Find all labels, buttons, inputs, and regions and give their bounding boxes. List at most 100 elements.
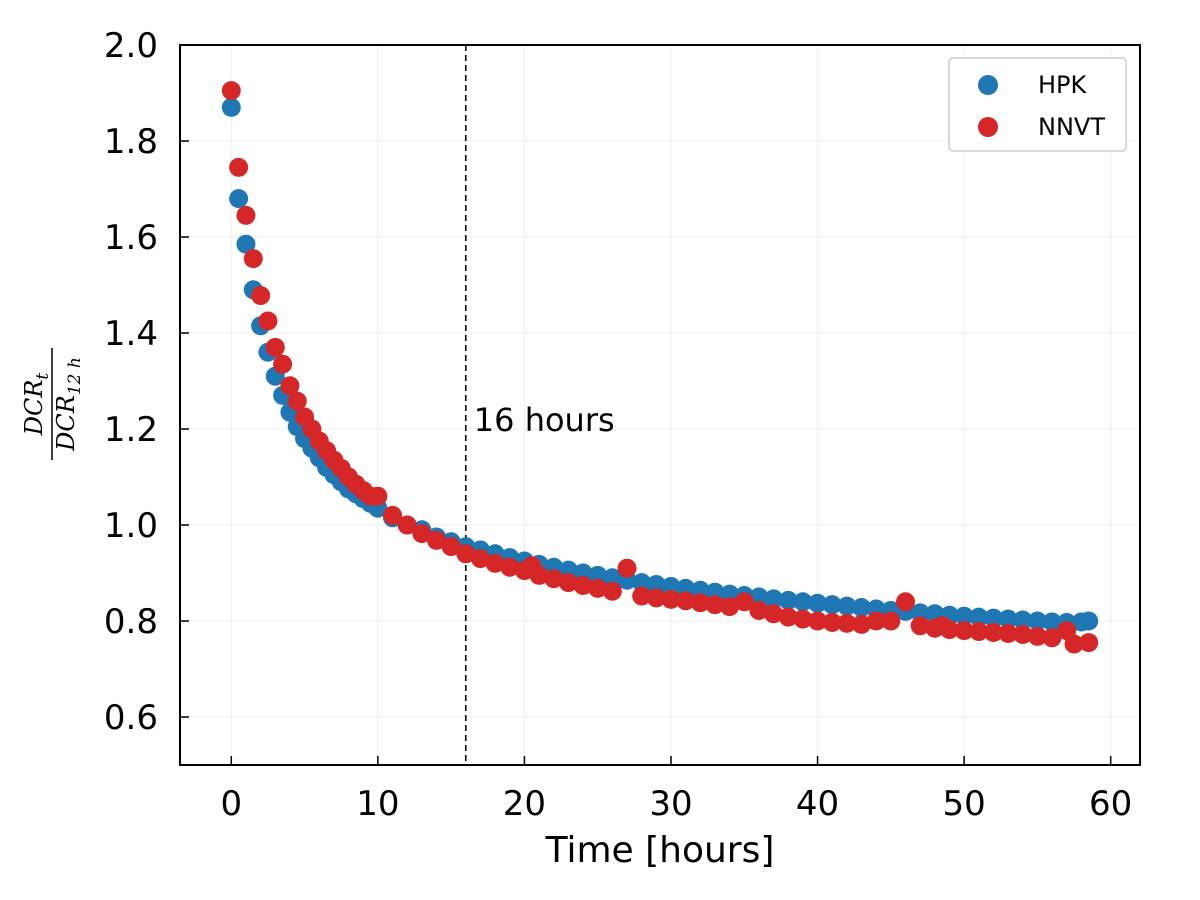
data-point-nnvt [573, 575, 593, 595]
legend-label-nnvt: NNVT [1038, 113, 1105, 141]
data-point-nnvt [998, 623, 1018, 643]
data-point-nnvt [1042, 628, 1062, 648]
data-point-nnvt [470, 549, 490, 569]
data-point-nnvt [720, 597, 740, 617]
data-point-nnvt [456, 544, 476, 564]
y-tick-label: 0.8 [104, 602, 158, 642]
data-point-nnvt [441, 537, 461, 557]
data-point-nnvt [793, 609, 813, 629]
data-point-nnvt [383, 505, 403, 525]
axis-ticks: 0 10 20 30 40 50 60 0.6 0.8 1.0 1.2 1.4 1.6 1.8 2.0 [104, 26, 1132, 824]
data-point-nnvt [1013, 624, 1033, 644]
data-point-nnvt [287, 391, 307, 411]
y-tick-label: 1.4 [104, 314, 158, 354]
svg-text:DCR12 h: DCR12 h [52, 357, 85, 452]
data-point-nnvt [764, 604, 784, 624]
x-tick-label: 60 [1089, 784, 1132, 824]
data-point-nnvt [412, 524, 432, 544]
y-label-denominator: DCR [52, 395, 80, 452]
data-point-hpk [236, 234, 256, 254]
data-point-hpk [764, 589, 784, 609]
x-tick-label: 10 [356, 784, 399, 824]
data-point-nnvt [265, 337, 285, 357]
data-point-nnvt [273, 354, 293, 374]
data-point-nnvt [1079, 633, 1099, 653]
data-point-nnvt [544, 569, 564, 589]
data-point-nnvt [602, 581, 622, 601]
data-point-nnvt [705, 595, 725, 615]
data-point-hpk [632, 573, 652, 593]
data-point-nnvt [500, 557, 520, 577]
data-point-hpk [602, 568, 622, 588]
data-point-nnvt [243, 249, 263, 269]
annotation-label: 16 hours [474, 401, 615, 439]
data-point-nnvt [939, 620, 959, 640]
y-label-denominator-sub: 12 h [65, 357, 85, 395]
data-point-hpk [983, 608, 1003, 628]
data-point-nnvt [229, 157, 249, 177]
legend-label-hpk: HPK [1038, 71, 1088, 99]
data-point-nnvt [617, 558, 637, 578]
data-point-nnvt [485, 553, 505, 573]
legend-marker-nnvt [978, 117, 998, 137]
data-point-nnvt [221, 81, 241, 101]
data-point-nnvt [588, 578, 608, 598]
data-point-nnvt [661, 589, 681, 609]
data-point-hpk [969, 607, 989, 627]
data-point-hpk [749, 587, 769, 607]
y-tick-label: 1.0 [104, 506, 158, 546]
y-tick-label: 0.6 [104, 698, 158, 738]
data-point-nnvt [749, 600, 769, 620]
plot-frame [179, 44, 1141, 766]
legend-marker-hpk [978, 75, 998, 95]
data-point-hpk [954, 606, 974, 626]
data-point-nnvt [529, 565, 549, 585]
x-axis-label: Time [hours] [545, 830, 775, 871]
data-point-nnvt [558, 573, 578, 593]
data-point-hpk [793, 592, 813, 612]
data-point-nnvt [690, 593, 710, 613]
data-point-nnvt [280, 376, 300, 396]
data-point-nnvt [258, 311, 278, 331]
data-point-nnvt [969, 622, 989, 642]
data-point-nnvt [251, 286, 271, 306]
data-point-nnvt [881, 611, 901, 631]
data-point-nnvt [368, 486, 388, 506]
data-point-hpk [778, 590, 798, 610]
data-point-nnvt [734, 592, 754, 612]
data-point-hpk [646, 575, 666, 595]
x-tick-label: 0 [220, 784, 242, 824]
grid [180, 44, 1140, 765]
data-point-nnvt [983, 623, 1003, 643]
data-point-hpk [822, 595, 842, 615]
data-point-hpk [808, 593, 828, 613]
data-point-nnvt [954, 621, 974, 641]
data-point-hpk [221, 97, 241, 117]
y-label-numerator-sub: t [33, 373, 53, 380]
data-point-nnvt [852, 614, 872, 634]
data-point-nnvt [632, 586, 652, 606]
x-tick-label: 30 [649, 784, 692, 824]
data-point-nnvt [822, 612, 842, 632]
data-point-nnvt [910, 616, 930, 636]
data-point-nnvt [236, 205, 256, 225]
y-tick-label: 2.0 [104, 26, 158, 66]
y-label-numerator: DCR [20, 380, 48, 437]
data-point-nnvt [837, 613, 857, 633]
y-tick-label: 1.2 [104, 410, 158, 450]
data-point-hpk [852, 598, 872, 618]
data-point-hpk [1079, 611, 1099, 631]
legend: HPK NNVT [948, 57, 1127, 152]
svg-text:DCRt: DCRt [20, 373, 53, 437]
data-point-nnvt [676, 591, 696, 611]
data-points [221, 81, 1099, 654]
data-point-nnvt [397, 515, 417, 535]
data-point-hpk [1042, 612, 1062, 632]
y-axis-label: DCRt DCR12 h [20, 348, 85, 460]
data-point-nnvt [778, 607, 798, 627]
data-point-nnvt [808, 611, 828, 631]
data-point-hpk [229, 189, 249, 209]
data-point-nnvt [426, 530, 446, 550]
y-tick-label: 1.8 [104, 122, 158, 162]
